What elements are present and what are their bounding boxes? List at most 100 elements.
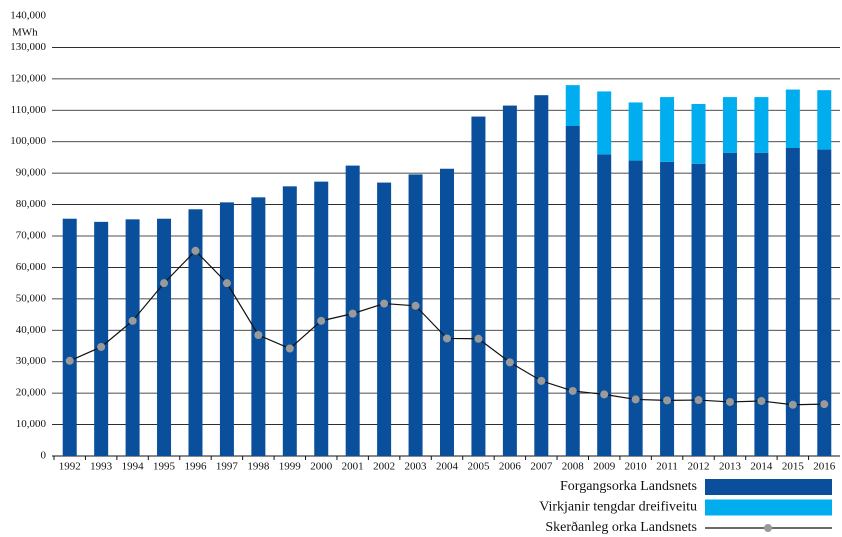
x-tick-label: 2001	[342, 461, 364, 473]
bar	[502, 105, 517, 457]
x-tick-label: 2006	[499, 461, 522, 473]
x-tick-label: 1995	[153, 461, 176, 473]
line-marker	[285, 344, 294, 353]
line-marker	[505, 358, 514, 367]
x-tick-label: 1999	[279, 461, 302, 473]
line-marker	[568, 386, 577, 395]
x-tick-label: 1993	[90, 461, 113, 473]
bar	[440, 168, 454, 456]
bar	[125, 219, 140, 456]
x-tick-label: 2009	[593, 461, 616, 473]
x-tick-label: 1996	[184, 461, 207, 473]
line-marker	[443, 334, 451, 343]
bar	[660, 97, 675, 162]
x-tick-label: 2004	[436, 461, 459, 473]
x-tick-label: 1997	[216, 461, 239, 473]
x-tick-label: 2005	[467, 461, 490, 473]
line-marker	[128, 316, 137, 325]
x-tick-label: 1992	[59, 461, 81, 473]
legend-label: Forgangsorka Landsnets	[560, 479, 697, 494]
x-tick-label: 2010	[625, 461, 648, 473]
bar	[188, 209, 203, 456]
line-marker	[663, 396, 672, 405]
bar	[691, 104, 706, 164]
x-tick-label: 1994	[122, 461, 145, 473]
bar	[282, 186, 297, 457]
x-tick-label: 2015	[782, 461, 805, 473]
y-tick-label: 60,000	[16, 261, 47, 273]
line-marker	[191, 246, 200, 255]
x-tick-label: 2003	[405, 461, 428, 473]
bar	[62, 218, 77, 456]
bar	[754, 152, 769, 456]
bar	[565, 126, 580, 456]
y-tick-label: 40,000	[16, 324, 47, 336]
bar	[817, 149, 832, 457]
bar	[722, 97, 737, 153]
x-tick-label: 2000	[310, 461, 333, 473]
bar	[628, 160, 643, 457]
y-tick-label: 110,000	[11, 104, 47, 116]
line-marker	[380, 299, 389, 308]
y-tick-label: 140,000	[10, 10, 46, 22]
legend-label: Virkjanir tengdar dreifiveitu	[539, 500, 697, 515]
y-tick-label: 80,000	[16, 198, 47, 210]
line-marker	[694, 396, 703, 405]
legend-marker	[764, 524, 772, 532]
line-marker	[537, 376, 546, 385]
y-tick-label: 50,000	[16, 292, 47, 304]
bar	[785, 89, 800, 148]
y-tick-label: 90,000	[16, 167, 47, 179]
line-marker	[97, 342, 106, 351]
line-marker	[222, 279, 231, 288]
bar	[597, 91, 612, 155]
bar	[722, 152, 737, 456]
bar	[408, 174, 423, 456]
line-marker	[160, 279, 169, 288]
bar	[251, 197, 266, 457]
x-tick-label: 2016	[813, 461, 836, 473]
y-unit: MWh	[12, 27, 38, 39]
line-marker	[725, 397, 734, 406]
bar	[817, 90, 832, 150]
x-tick-label: 2013	[719, 461, 742, 473]
line-marker	[631, 395, 640, 404]
x-tick-label: 1998	[247, 461, 270, 473]
legend-swatch	[705, 479, 832, 495]
legend-swatch	[705, 499, 832, 516]
x-tick-label: 2008	[562, 461, 585, 473]
bar	[377, 182, 392, 457]
x-tick-label: 2012	[688, 461, 710, 473]
legend-label: Skerðanleg orka Landsnets	[545, 520, 697, 535]
y-tick-label: 0	[41, 450, 47, 462]
bar	[94, 221, 109, 456]
y-tick-label: 10,000	[16, 418, 47, 430]
bar	[660, 161, 675, 457]
bar	[471, 116, 486, 457]
line-marker	[820, 400, 829, 409]
y-tick-label: 120,000	[10, 72, 46, 84]
bar	[785, 148, 800, 456]
y-tick-label: 70,000	[16, 230, 47, 242]
y-tick-label: 100,000	[10, 135, 46, 147]
x-tick-label: 2002	[373, 461, 395, 473]
line-marker	[411, 301, 420, 310]
bar	[157, 218, 172, 456]
bar	[628, 102, 643, 161]
bar	[565, 85, 580, 126]
x-tick-label: 2011	[656, 461, 678, 473]
bar	[754, 97, 769, 153]
line-marker	[757, 397, 766, 405]
x-tick-label: 2007	[530, 461, 553, 473]
y-tick-label: 30,000	[16, 355, 47, 367]
line-marker	[474, 334, 483, 343]
line-marker	[317, 316, 326, 325]
line-marker	[348, 309, 357, 318]
line-marker	[600, 390, 609, 399]
y-tick-label: 130,000	[10, 41, 46, 53]
bar	[534, 95, 549, 456]
bar	[597, 154, 612, 457]
bar	[691, 163, 706, 456]
line-marker	[788, 400, 797, 409]
